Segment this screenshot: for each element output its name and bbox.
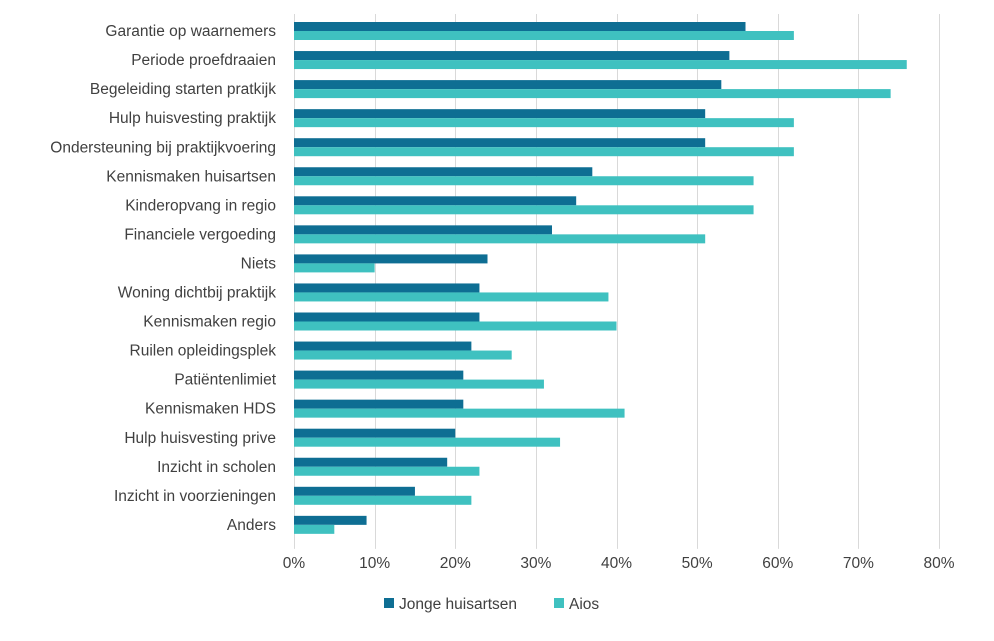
- bar-aios-6: [294, 205, 754, 215]
- category-label: Patiëntenlimiet: [174, 372, 276, 389]
- bar-jonge-huisartsen-9: [294, 283, 480, 293]
- category-label: Hulp huisvesting prive: [124, 430, 276, 447]
- category-label: Inzicht in scholen: [157, 459, 276, 476]
- bar-jonge-huisartsen-16: [294, 486, 415, 496]
- category-label: Hulp huisvesting praktijk: [109, 110, 276, 127]
- bar-jonge-huisartsen-0: [294, 22, 746, 31]
- category-label: Kinderopvang in regio: [125, 197, 276, 214]
- bar-aios-7: [294, 234, 706, 244]
- legend: Jonge huisartsen Aios: [384, 596, 599, 613]
- bar-jonge-huisartsen-17: [294, 515, 367, 525]
- legend-label-jonge-huisartsen: Jonge huisartsen: [399, 596, 517, 613]
- category-label: Anders: [227, 517, 276, 534]
- bar-jonge-huisartsen-2: [294, 80, 722, 90]
- bar-aios-3: [294, 118, 794, 128]
- bar-jonge-huisartsen-13: [294, 399, 464, 409]
- bar-aios-2: [294, 89, 891, 99]
- category-label: Ondersteuning bij praktijkvoering: [50, 139, 276, 156]
- bar-aios-12: [294, 379, 544, 389]
- x-axis-tick-labels: 0% 10% 20% 30% 40% 50% 60% 70% 80%: [283, 555, 955, 572]
- bar-jonge-huisartsen-11: [294, 341, 472, 351]
- bar-jonge-huisartsen-6: [294, 196, 577, 206]
- category-label: Begeleiding starten pratkijk: [90, 81, 276, 98]
- legend-label-aios: Aios: [569, 596, 599, 613]
- bar-aios-11: [294, 350, 512, 360]
- bars: [294, 22, 907, 534]
- bar-jonge-huisartsen-1: [294, 51, 730, 61]
- bar-jonge-huisartsen-10: [294, 312, 480, 322]
- category-label: Niets: [241, 255, 277, 272]
- bar-aios-9: [294, 292, 609, 302]
- bar-jonge-huisartsen-4: [294, 138, 706, 148]
- x-tick-label: 40%: [601, 555, 632, 572]
- bar-aios-5: [294, 176, 754, 186]
- bar-aios-1: [294, 60, 907, 70]
- category-label: Financiele vergoeding: [124, 226, 276, 243]
- gridlines: [294, 14, 940, 549]
- category-labels: Garantie op waarnemers Periode proefdraai…: [50, 23, 276, 534]
- x-tick-label: 50%: [682, 555, 713, 572]
- x-tick-label: 70%: [843, 555, 874, 572]
- bar-aios-0: [294, 31, 794, 40]
- category-label: Kennismaken huisartsen: [106, 168, 276, 185]
- bar-aios-13: [294, 408, 625, 418]
- x-tick-label: 10%: [359, 555, 390, 572]
- x-tick-label: 80%: [923, 555, 954, 572]
- bar-jonge-huisartsen-15: [294, 457, 448, 467]
- bar-aios-10: [294, 321, 617, 331]
- bar-jonge-huisartsen-5: [294, 167, 593, 177]
- x-tick-label: 30%: [520, 555, 551, 572]
- category-label: Woning dichtbij praktijk: [118, 285, 276, 302]
- bar-jonge-huisartsen-7: [294, 225, 552, 235]
- x-tick-label: 60%: [762, 555, 793, 572]
- legend-swatch-jonge-huisartsen: [384, 598, 394, 608]
- bar-aios-15: [294, 466, 480, 476]
- bar-jonge-huisartsen-12: [294, 370, 464, 380]
- category-label: Kennismaken regio: [143, 314, 276, 331]
- category-label: Inzicht in voorzieningen: [114, 488, 276, 505]
- bar-aios-8: [294, 263, 375, 273]
- bar-aios-16: [294, 495, 472, 505]
- bar-aios-17: [294, 524, 335, 534]
- x-tick-label: 20%: [440, 555, 471, 572]
- category-label: Kennismaken HDS: [145, 401, 276, 418]
- bar-aios-14: [294, 437, 561, 447]
- bar-jonge-huisartsen-14: [294, 428, 456, 438]
- x-tick-label: 0%: [283, 555, 306, 572]
- category-label: Periode proefdraaien: [131, 52, 276, 69]
- category-label: Ruilen opleidingsplek: [130, 343, 277, 360]
- category-label: Garantie op waarnemers: [105, 23, 276, 40]
- bar-jonge-huisartsen-8: [294, 254, 488, 264]
- bar-aios-4: [294, 147, 794, 157]
- bar-jonge-huisartsen-3: [294, 109, 706, 119]
- legend-swatch-aios: [554, 598, 564, 608]
